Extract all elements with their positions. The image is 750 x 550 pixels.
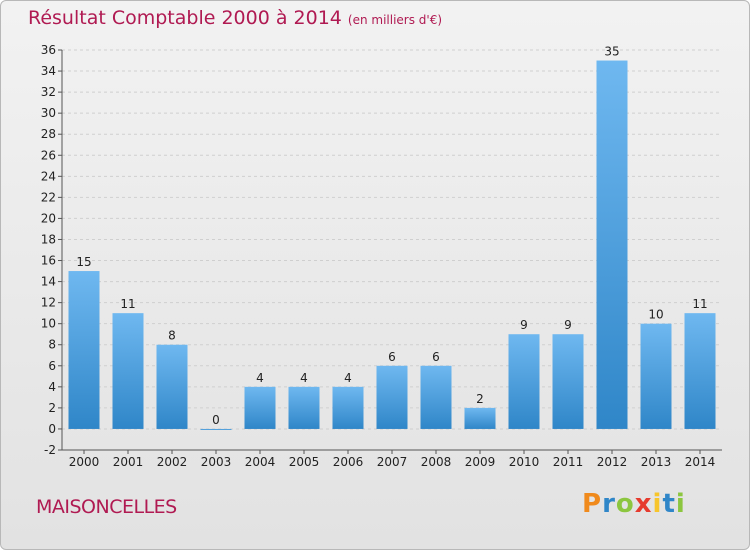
data-label: 8 [168, 329, 176, 343]
data-label: 6 [388, 350, 396, 364]
y-tick-label: 14 [41, 275, 56, 289]
data-label: 6 [432, 350, 440, 364]
logo-letter: t [662, 489, 676, 519]
chart-unit: (en milliers d'€) [347, 13, 443, 27]
data-label: 9 [520, 318, 528, 332]
data-label: 11 [120, 297, 135, 311]
y-tick-label: 0 [48, 422, 56, 436]
axes [58, 49, 722, 454]
logo-letter: r [602, 489, 616, 519]
x-tick-label: 2002 [157, 455, 188, 469]
x-tick-label: 2008 [421, 455, 452, 469]
data-label: 2 [476, 392, 484, 406]
bar [376, 365, 408, 429]
x-tick-label: 2000 [69, 455, 100, 469]
data-label: 11 [692, 297, 707, 311]
y-tick-label: 26 [41, 148, 56, 162]
bar [332, 386, 364, 429]
bar [112, 313, 144, 429]
y-tick-label: 16 [41, 254, 56, 268]
x-tick-label: 2009 [465, 455, 496, 469]
bars [68, 60, 716, 430]
labels: -202468101214161820222426283032343615200… [41, 43, 716, 469]
chart-title-text: Résultat Comptable 2000 à 2014 [28, 7, 342, 29]
proxiti-logo[interactable]: Proxiti [582, 489, 686, 519]
data-label: 4 [256, 371, 264, 385]
bar [684, 313, 716, 429]
bar [68, 271, 100, 429]
y-tick-label: -2 [44, 443, 56, 457]
logo-letter: i [652, 489, 663, 519]
logo-letter: i [675, 489, 686, 519]
y-tick-label: 12 [41, 296, 56, 310]
x-tick-label: 2005 [289, 455, 320, 469]
bar [156, 344, 188, 429]
city-name: MAISONCELLES [36, 496, 177, 518]
x-tick-label: 2004 [245, 455, 276, 469]
y-tick-label: 8 [48, 338, 56, 352]
x-tick-label: 2001 [113, 455, 144, 469]
y-tick-label: 32 [41, 85, 56, 99]
data-label: 10 [648, 308, 663, 322]
x-tick-label: 2014 [685, 455, 716, 469]
y-tick-label: 30 [41, 106, 56, 120]
bar [464, 407, 496, 429]
data-label: 35 [604, 45, 619, 59]
y-tick-label: 6 [48, 359, 56, 373]
y-tick-label: 28 [41, 127, 56, 141]
y-tick-label: 2 [48, 401, 56, 415]
y-tick-label: 24 [41, 169, 56, 183]
y-tick-label: 18 [41, 232, 56, 246]
data-label: 4 [344, 371, 352, 385]
bar [244, 386, 276, 429]
x-tick-label: 2011 [553, 455, 584, 469]
data-label: 4 [300, 371, 308, 385]
data-label: 9 [564, 318, 572, 332]
bar [288, 386, 320, 429]
logo-letter: P [582, 489, 603, 519]
data-label: 0 [212, 413, 220, 427]
bar [508, 334, 540, 429]
bar [640, 323, 672, 429]
y-tick-label: 10 [41, 317, 56, 331]
y-tick-label: 34 [41, 64, 56, 78]
x-tick-label: 2010 [509, 455, 540, 469]
x-tick-label: 2007 [377, 455, 408, 469]
chart-title: Résultat Comptable 2000 à 2014 (en millie… [28, 7, 442, 29]
logo-letter: o [615, 489, 635, 519]
bar [200, 428, 232, 430]
y-tick-label: 4 [48, 380, 56, 394]
x-tick-label: 2012 [597, 455, 628, 469]
x-tick-label: 2006 [333, 455, 364, 469]
y-tick-label: 36 [41, 43, 56, 57]
bar [596, 60, 628, 429]
bar [552, 334, 584, 429]
logo-letter: x [634, 489, 653, 519]
x-tick-label: 2013 [641, 455, 672, 469]
x-tick-label: 2003 [201, 455, 232, 469]
y-tick-label: 22 [41, 190, 56, 204]
y-tick-label: 20 [41, 211, 56, 225]
data-label: 15 [76, 255, 91, 269]
bar [420, 365, 452, 429]
